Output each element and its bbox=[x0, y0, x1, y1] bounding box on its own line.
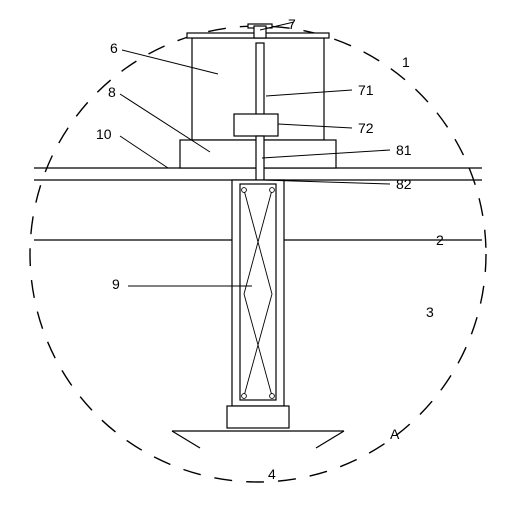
label-nA: A bbox=[390, 426, 399, 442]
label-n9: 9 bbox=[112, 276, 120, 292]
label-n2: 2 bbox=[436, 232, 444, 248]
label-n8: 8 bbox=[108, 84, 116, 100]
diagram-canvas bbox=[0, 0, 517, 508]
label-n1: 1 bbox=[402, 54, 410, 70]
label-n6: 6 bbox=[110, 40, 118, 56]
label-n10: 10 bbox=[96, 126, 112, 142]
label-n3: 3 bbox=[426, 304, 434, 320]
label-n7: 7 bbox=[288, 16, 296, 32]
label-n71: 71 bbox=[358, 82, 374, 98]
label-n81: 81 bbox=[396, 142, 412, 158]
label-n4: 4 bbox=[268, 466, 276, 482]
label-n82: 82 bbox=[396, 176, 412, 192]
label-n72: 72 bbox=[358, 120, 374, 136]
